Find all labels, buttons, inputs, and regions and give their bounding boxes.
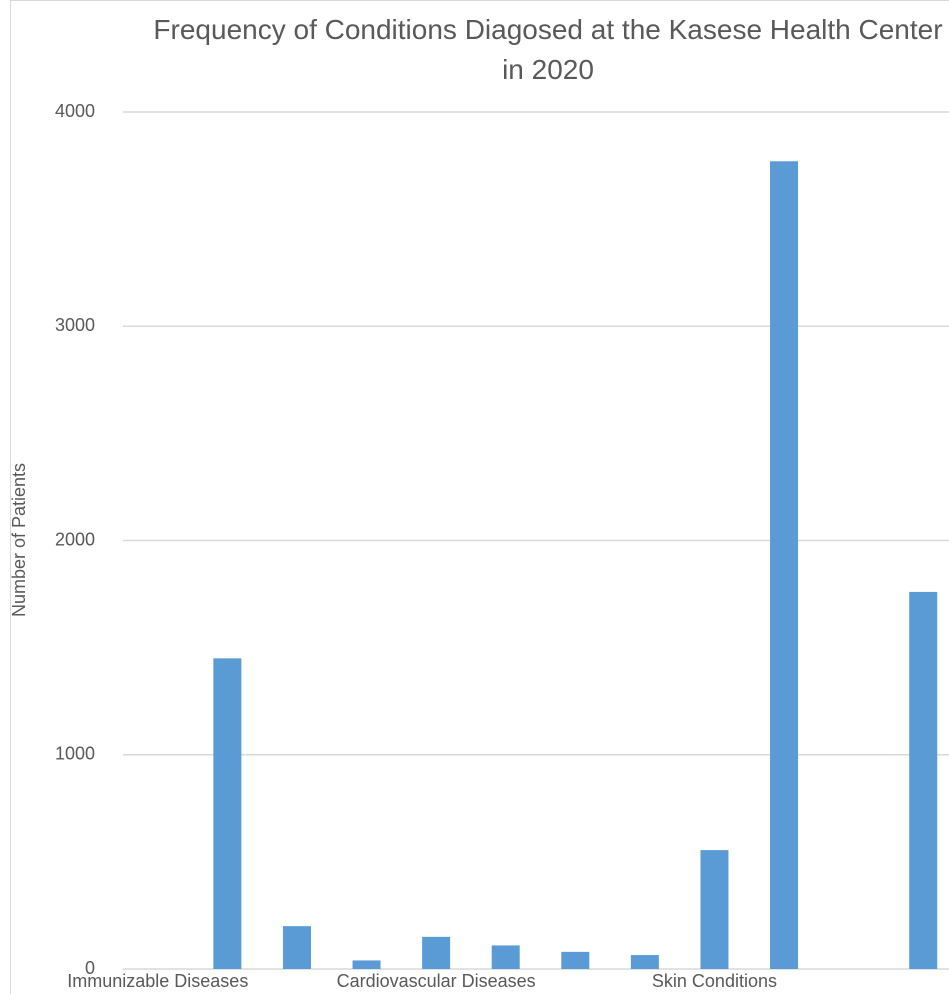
y-tick-label: 3000 <box>55 315 95 335</box>
bar <box>282 926 311 969</box>
y-tick-label: 4000 <box>55 101 95 121</box>
y-tick-label: 1000 <box>55 744 95 764</box>
chart-border <box>10 0 949 994</box>
y-tick-label: 0 <box>85 958 95 978</box>
x-tick-label: Skin Conditions <box>652 971 777 991</box>
chart-title: Frequency of Conditions Diagosed at the … <box>153 14 943 85</box>
y-tick-label: 2000 <box>55 529 95 549</box>
bar <box>561 951 590 969</box>
bar <box>770 161 799 970</box>
x-tick-label: Immunizable Diseases <box>67 971 248 991</box>
bar <box>909 591 938 969</box>
bar <box>491 945 520 969</box>
x-tick-label: Cardiovascular Diseases <box>337 971 536 991</box>
bar <box>630 955 659 969</box>
y-axis-label: Number of Patients <box>9 463 29 617</box>
bar <box>700 850 729 969</box>
bar <box>352 960 381 969</box>
bar <box>422 936 451 969</box>
bar <box>213 658 242 969</box>
